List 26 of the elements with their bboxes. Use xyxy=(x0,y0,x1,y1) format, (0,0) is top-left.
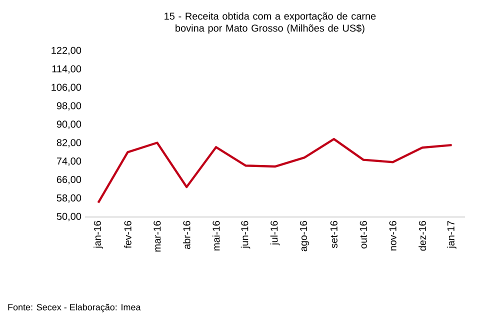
x-tick-label: mar-16 xyxy=(154,220,161,252)
source-note: Fonte: Secex - Elaboração: Imea xyxy=(8,304,141,312)
x-tick-label: jan-16 xyxy=(94,220,103,249)
x-tick-label: set-16 xyxy=(330,220,338,248)
y-tick-label: 50,00 xyxy=(56,212,82,222)
y-tick-label: 58,00 xyxy=(56,194,82,203)
y-tick-label: 106,00 xyxy=(52,84,82,92)
x-tick-label: jun-16 xyxy=(240,220,250,249)
x-tick-label: ago-16 xyxy=(300,220,309,252)
y-tick-label: 98,00 xyxy=(56,102,82,110)
x-tick-label: dez-16 xyxy=(418,220,426,251)
y-tick-label: 114,00 xyxy=(52,65,82,74)
line-series xyxy=(97,138,453,204)
x-tick-label: out-16 xyxy=(360,220,367,248)
y-tick-label: 82,00 xyxy=(56,139,82,148)
x-tick-label: nov-16 xyxy=(389,220,396,250)
y-tick-label: 74,00 xyxy=(56,158,82,166)
x-tick-label: mai-16 xyxy=(212,220,220,250)
x-tick-label: fev-16 xyxy=(124,220,132,248)
y-tick-label: 66,00 xyxy=(56,176,82,184)
y-tick-label: 90,00 xyxy=(56,120,82,129)
x-tick-label: jul-16 xyxy=(270,220,280,246)
x-tick-label: abr-16 xyxy=(182,220,190,250)
y-tick-label: 122,00 xyxy=(52,46,82,56)
x-tick-label: jan-17 xyxy=(447,221,456,249)
chart-title: 15 - Receita obtida com a exportação de carne bovina por Mato Grosso (Milhões de US$) xyxy=(164,12,376,34)
